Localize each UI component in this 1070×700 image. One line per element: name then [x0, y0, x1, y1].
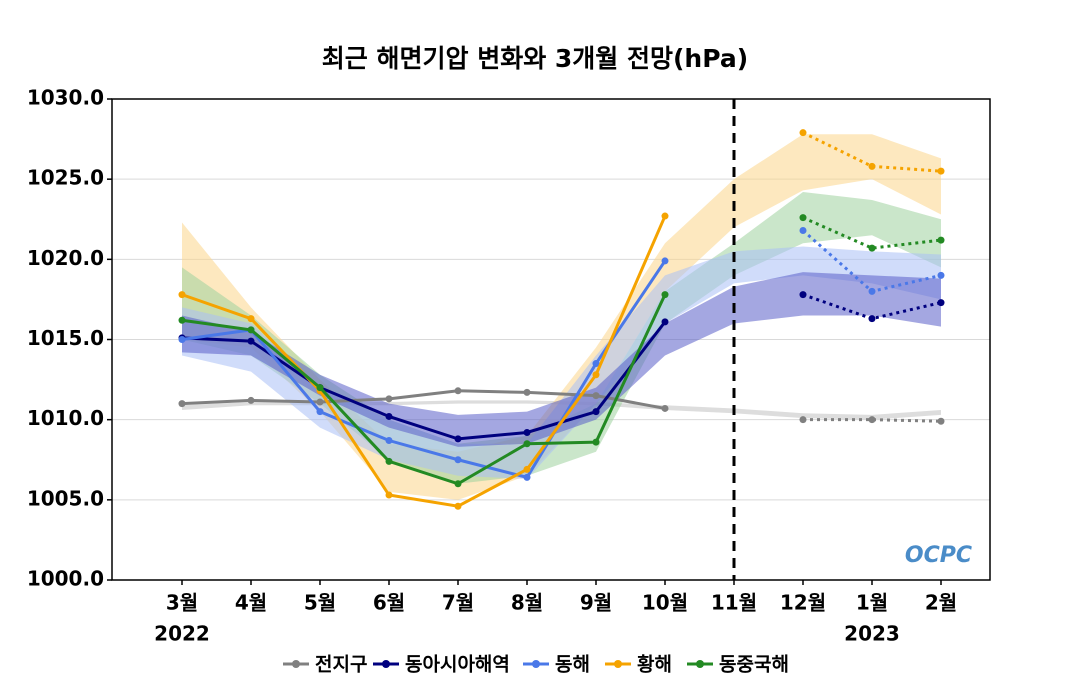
point — [937, 271, 945, 279]
legend-marker — [614, 660, 622, 668]
x-tick-label: 2월 — [925, 591, 957, 615]
point — [937, 167, 945, 175]
legend-label: 황해 — [637, 653, 672, 676]
point — [247, 337, 255, 345]
forecast-line — [802, 216, 942, 250]
point — [385, 457, 393, 465]
legend-label: 전지구 — [315, 654, 367, 676]
point — [385, 491, 393, 499]
y-tick-label: 1020.0 — [27, 246, 104, 270]
point — [385, 395, 393, 403]
point — [661, 318, 669, 326]
x-tick-label: 4월 — [235, 591, 267, 615]
y-tick-label: 1005.0 — [27, 486, 104, 510]
x-tick-label: 6월 — [373, 591, 405, 615]
point — [868, 287, 876, 295]
point — [247, 315, 255, 323]
band — [182, 246, 941, 479]
point — [592, 392, 600, 400]
point — [454, 502, 462, 510]
point — [937, 236, 945, 244]
x-tick-label: 1월 — [856, 591, 888, 615]
x-tick-label: 8월 — [511, 591, 543, 615]
point — [592, 408, 600, 416]
x-tick-label: 9월 — [580, 591, 612, 615]
point — [523, 465, 531, 473]
point — [799, 416, 807, 424]
point — [316, 408, 324, 416]
point — [799, 129, 807, 137]
y-tick-label: 1010.0 — [27, 406, 104, 430]
point — [661, 257, 669, 265]
series-line — [181, 293, 667, 486]
legend-marker — [696, 660, 704, 668]
point — [385, 437, 393, 445]
point — [523, 440, 531, 448]
point — [868, 244, 876, 252]
point — [247, 326, 255, 334]
point — [592, 360, 600, 368]
series-line — [181, 260, 667, 480]
series-line — [181, 320, 667, 441]
legend-label: 동아시아해역 — [405, 654, 510, 676]
x-tick-label: 3월 — [166, 591, 198, 615]
y-tick-label: 1030.0 — [27, 86, 104, 110]
point — [454, 387, 462, 395]
series-line — [181, 389, 666, 410]
legend-marker — [532, 660, 540, 668]
point — [316, 384, 324, 392]
point — [799, 291, 807, 299]
point — [178, 291, 186, 299]
point — [661, 212, 669, 220]
point — [523, 473, 531, 481]
point — [937, 417, 945, 425]
legend-label: 동해 — [555, 654, 590, 676]
point — [316, 398, 324, 406]
point — [385, 412, 393, 420]
point — [454, 480, 462, 488]
point — [454, 456, 462, 464]
point — [178, 336, 186, 343]
point — [592, 371, 600, 379]
legend-label: 동중국해 — [719, 654, 789, 676]
band — [182, 272, 941, 447]
point — [178, 316, 186, 324]
point — [592, 438, 600, 446]
point — [799, 226, 807, 234]
point — [661, 404, 669, 412]
plot-frame — [111, 98, 991, 581]
point — [661, 291, 669, 299]
series-line — [181, 215, 667, 508]
point — [799, 214, 807, 222]
point — [868, 416, 876, 424]
point — [523, 428, 531, 436]
point — [868, 162, 876, 170]
legend-marker — [292, 660, 300, 668]
legend-marker — [382, 660, 390, 668]
x-tick-label: 12월 — [780, 591, 826, 615]
y-tick-label: 1015.0 — [27, 326, 104, 350]
point — [868, 315, 876, 323]
x-tick-label: 10월 — [642, 591, 688, 615]
x-tick-label: 11월 — [711, 591, 757, 615]
x-tick-label: 5월 — [304, 591, 336, 615]
x-tick-label: 7월 — [442, 591, 474, 615]
year-label: 2022 — [154, 622, 210, 646]
forecast-line — [803, 418, 942, 423]
y-tick-label: 1000.0 — [27, 567, 104, 591]
watermark: OCPC — [905, 543, 972, 568]
point — [247, 396, 255, 404]
chart-title: 최근 해면기압 변화와 3개월 전망(hPa) — [322, 44, 748, 73]
legend: 전지구 동아시아해역 동해 황해 동중국해 — [283, 653, 789, 676]
point — [454, 435, 462, 443]
year-label: 2023 — [844, 622, 900, 646]
point — [178, 400, 186, 408]
y-tick-label: 1025.0 — [27, 166, 104, 190]
point — [523, 388, 531, 396]
point — [937, 299, 945, 307]
forecast-line — [802, 293, 942, 321]
